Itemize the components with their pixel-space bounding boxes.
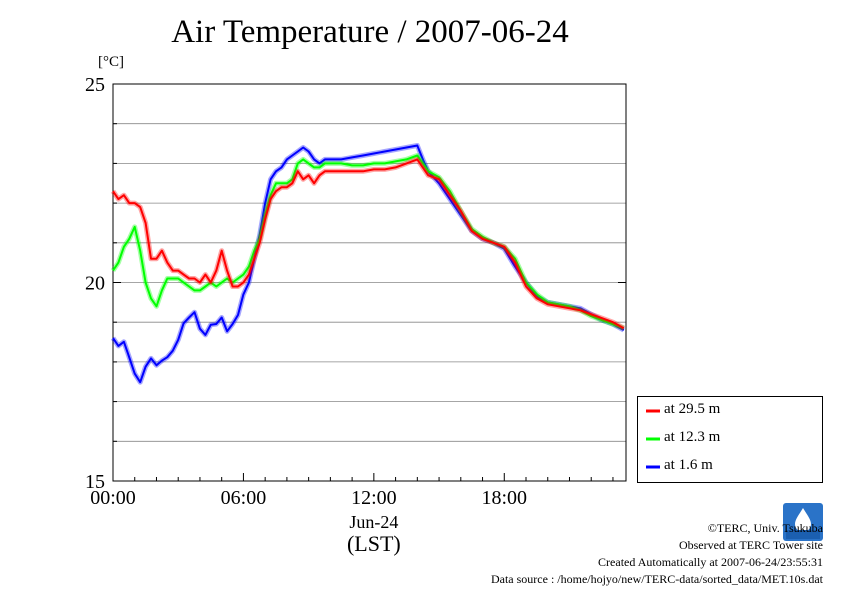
y-tick-label: 20 [85,273,105,295]
credit-site: Observed at TERC Tower site [678,538,823,552]
credit-created: Created Automatically at 2007-06-24/23:5… [598,555,823,569]
series-line [112,144,625,384]
legend-label: at 1.6 m [664,457,713,473]
legend-swatch-icon [646,465,660,469]
legend-swatch-icon [646,409,660,413]
terc-logo-icon [783,503,823,541]
legend: at 29.5 m at 12.3 m at 1.6 m [637,396,823,483]
legend-label: at 29.5 m [664,401,721,417]
legend-label: at 12.3 m [664,429,721,445]
credit-copyright: ©TERC, Univ. Tsukuba [707,521,823,535]
credits: ©TERC, Univ. Tsukuba Observed at TERC To… [491,520,823,588]
x-axis-label: (LST) [347,531,401,556]
legend-swatch-icon [646,437,660,441]
series-line [112,158,625,330]
x-tick-label: 18:00 [481,487,527,509]
credit-source: Data source : /home/hojyo/new/TERC-data/… [490,572,823,586]
series-halo [110,143,625,385]
chart-title: Air Temperature / 2007-06-24 [171,14,569,50]
y-axis-unit: [°C] [98,54,124,70]
x-date-label: Jun-24 [349,512,398,532]
x-tick-label: 12:00 [351,487,397,509]
y-tick-label: 15 [85,471,105,493]
y-tick-label: 25 [85,74,105,96]
x-tick-label: 00:00 [90,487,136,509]
x-tick-label: 06:00 [221,487,267,509]
